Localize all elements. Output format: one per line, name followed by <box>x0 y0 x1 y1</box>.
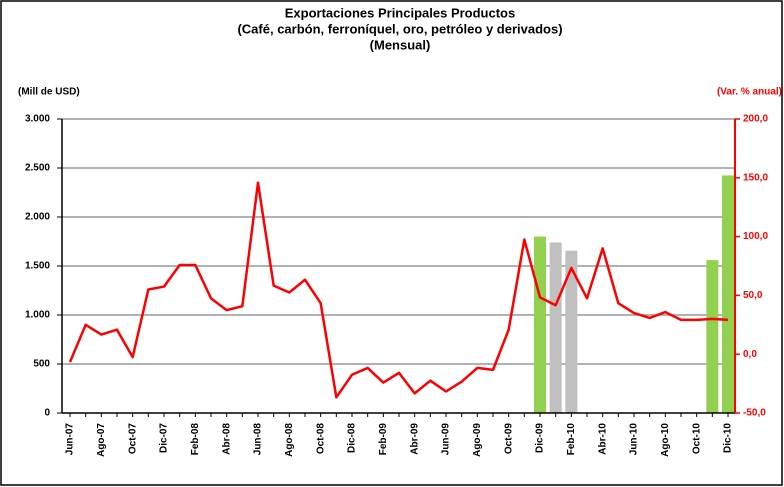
x-tick-label: Oct-09 <box>503 423 514 455</box>
x-tick-label: Jun-09 <box>441 423 452 456</box>
y-tick-label: 3.000 <box>25 114 50 125</box>
y-tick-label: 2.000 <box>25 212 50 223</box>
y-tick-label: 1.000 <box>25 310 50 321</box>
y-tick-label: 500 <box>33 359 50 370</box>
x-tick-label: Dic-07 <box>159 423 170 453</box>
y2-axis-label: (Var. % anual) <box>717 87 782 98</box>
y-tick-label: 0 <box>44 408 50 419</box>
x-tick-label: Oct-10 <box>691 423 702 455</box>
x-tick-label: Abr-10 <box>597 423 608 455</box>
x-tick-label: Ago-09 <box>472 423 483 457</box>
y2-tick-label: 0,0 <box>743 349 757 360</box>
x-tick-label: Feb-09 <box>378 423 389 456</box>
x-tick-label: Dic-09 <box>535 423 546 453</box>
x-tick-label: Abr-09 <box>409 423 420 455</box>
chart-period: (Mensual) <box>370 37 431 52</box>
chart-subtitle: (Café, carbón, ferroníquel, oro, petróle… <box>237 21 562 36</box>
bar <box>565 250 578 413</box>
x-tick-label: Feb-08 <box>190 423 201 456</box>
bar <box>534 236 546 413</box>
x-tick-label: Ago-08 <box>284 423 295 457</box>
x-tick-label: Dic-08 <box>347 423 358 453</box>
y2-tick-label: 200,0 <box>743 114 768 125</box>
x-tick-label: Abr-08 <box>221 423 232 455</box>
y-tick-label: 1.500 <box>25 261 50 272</box>
x-tick-label: Ago-10 <box>660 423 671 457</box>
bar <box>549 242 562 413</box>
x-tick-label: Feb-10 <box>566 423 577 456</box>
x-tick-label: Oct-07 <box>127 423 138 455</box>
x-tick-label: Oct-08 <box>315 423 326 455</box>
chart-title: Exportaciones Principales Productos <box>285 5 515 20</box>
x-tick-label: Jun-10 <box>629 423 640 456</box>
x-tick-label: Ago-07 <box>96 423 107 457</box>
y2-tick-label: 100,0 <box>743 231 768 242</box>
x-tick-label: Dic-10 <box>723 423 734 453</box>
data-line <box>68 181 729 399</box>
y-axis-label: (Mill de USD) <box>18 87 80 98</box>
x-tick-label: Jun-07 <box>65 423 76 456</box>
x-tick-label: Jun-08 <box>253 423 264 456</box>
y-tick-label: 2.500 <box>25 163 50 174</box>
y2-tick-label: 150,0 <box>743 172 768 183</box>
y2-tick-label: -50,0 <box>743 408 766 419</box>
y2-tick-label: 50,0 <box>743 290 763 301</box>
bar <box>706 260 719 413</box>
bar <box>722 175 734 413</box>
